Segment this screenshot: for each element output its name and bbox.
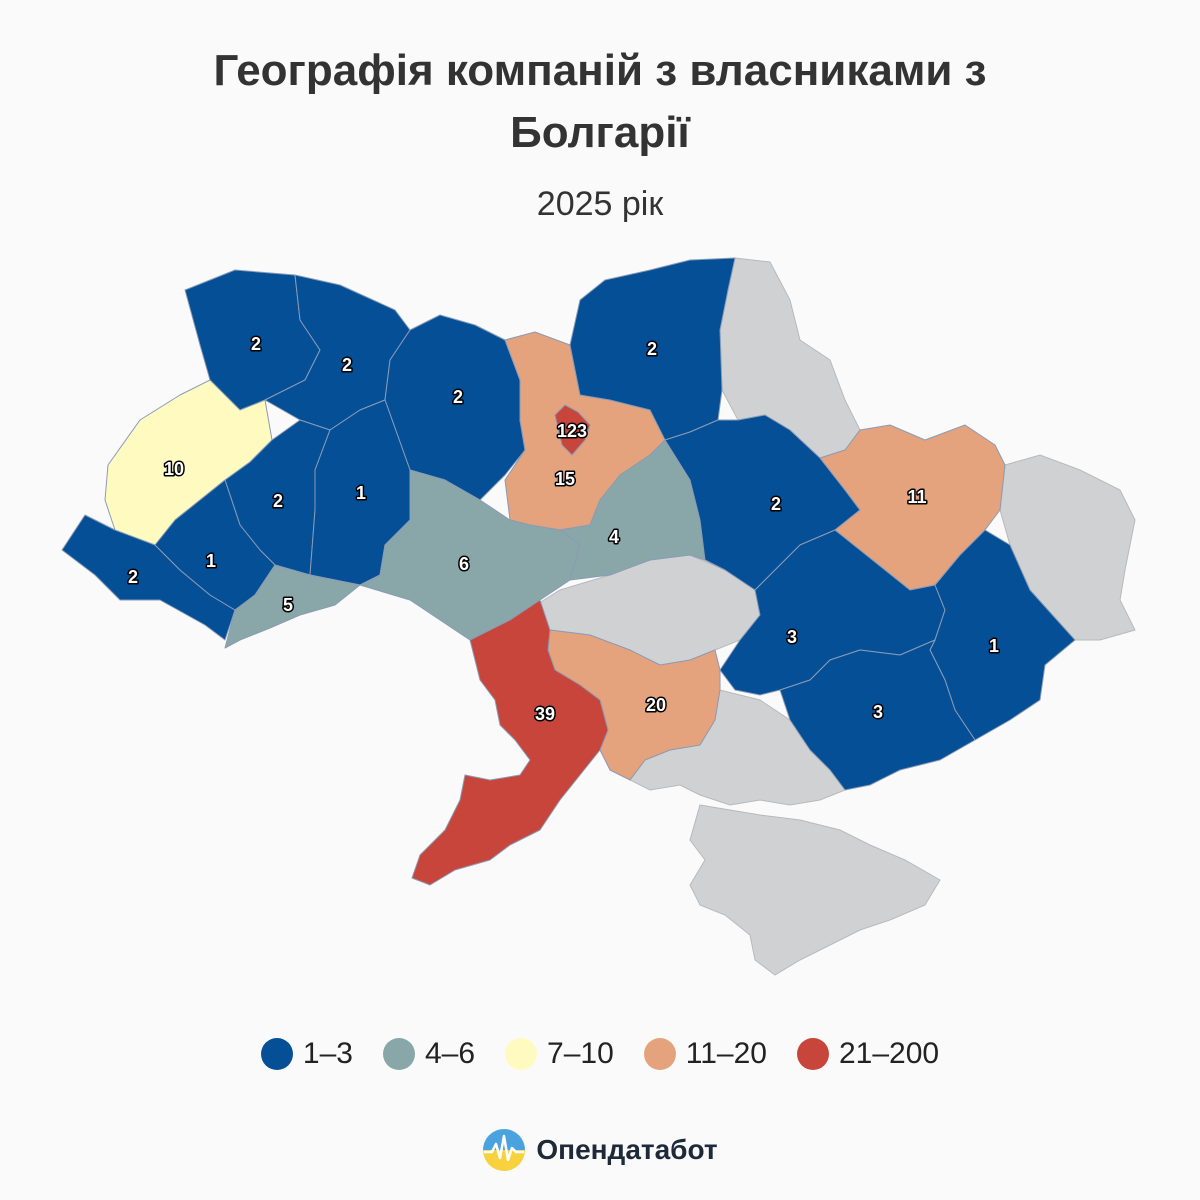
legend-dot-1 [260,1038,293,1070]
legend-dot-3 [505,1038,538,1070]
label-ternopil: 2 [273,491,283,511]
legend-label-4: 11–20 [685,1037,767,1070]
label-chernivtsi: 5 [283,595,293,615]
brand: Опендатабот [0,1128,1200,1172]
label-rivne: 2 [342,355,352,375]
label-zhytomyr: 2 [453,387,463,407]
region-kyiv-city [554,404,591,456]
legend-item-4: 11–20 [643,1037,767,1071]
legend-item-1: 1–3 [260,1037,353,1071]
label-poltava: 2 [771,494,781,514]
region-chernihiv [569,257,736,441]
legend-dot-5 [796,1038,829,1070]
data-regions [61,257,1076,886]
label-ivano-frankivsk: 1 [206,551,216,571]
region-chernivtsi [224,564,361,649]
label-dnipro: 3 [787,627,797,647]
legend-label-1: 1–3 [302,1037,353,1070]
label-volyn: 2 [251,334,261,354]
legend-label-3: 7–10 [547,1037,614,1070]
label-lviv: 10 [164,459,184,479]
label-kyiv-city: 123 [557,421,587,441]
region-labels: 2 2 2 123 15 2 10 2 1 2 1 5 6 4 2 11 3 1… [126,332,1000,725]
legend-item-3: 7–10 [505,1037,614,1071]
label-vinnytsia: 6 [459,554,469,574]
label-zakarpattia: 2 [128,567,138,587]
brand-name: Опендатабот [536,1134,718,1165]
legend-item-5: 21–200 [796,1037,940,1071]
chart-subtitle: 2025 рік [536,185,664,223]
label-kyiv-obl: 15 [555,469,575,489]
region-crimea [689,804,941,976]
label-chernihiv: 2 [647,339,657,359]
label-mykolaiv: 20 [646,695,666,715]
label-donetsk: 1 [989,636,999,656]
legend-dot-2 [382,1038,415,1070]
legend: 1–3 4–6 7–10 11–20 21–200 [0,1032,1200,1076]
legend-label-2: 4–6 [424,1037,476,1070]
legend-item-2: 4–6 [382,1037,476,1071]
legend-dot-4 [643,1038,676,1070]
opendatabot-logo-icon [483,1129,526,1171]
chart-title: Географія компаній з власниками з Болгар… [100,40,1100,164]
legend-label-5: 21–200 [838,1037,940,1070]
label-zaporizhzhia: 3 [873,702,883,722]
title-line-1: Географія компаній з власниками з [213,46,987,95]
title-line-2: Болгарії [510,108,690,157]
region-ivano-frankivsk [154,479,276,611]
label-cherkasy: 4 [609,527,619,547]
label-khmelnytskyi: 1 [356,483,366,503]
region-zaporizhzhia [779,639,976,791]
label-odesa: 39 [535,704,555,724]
label-kharkiv: 11 [907,487,926,507]
region-odesa [411,599,609,886]
